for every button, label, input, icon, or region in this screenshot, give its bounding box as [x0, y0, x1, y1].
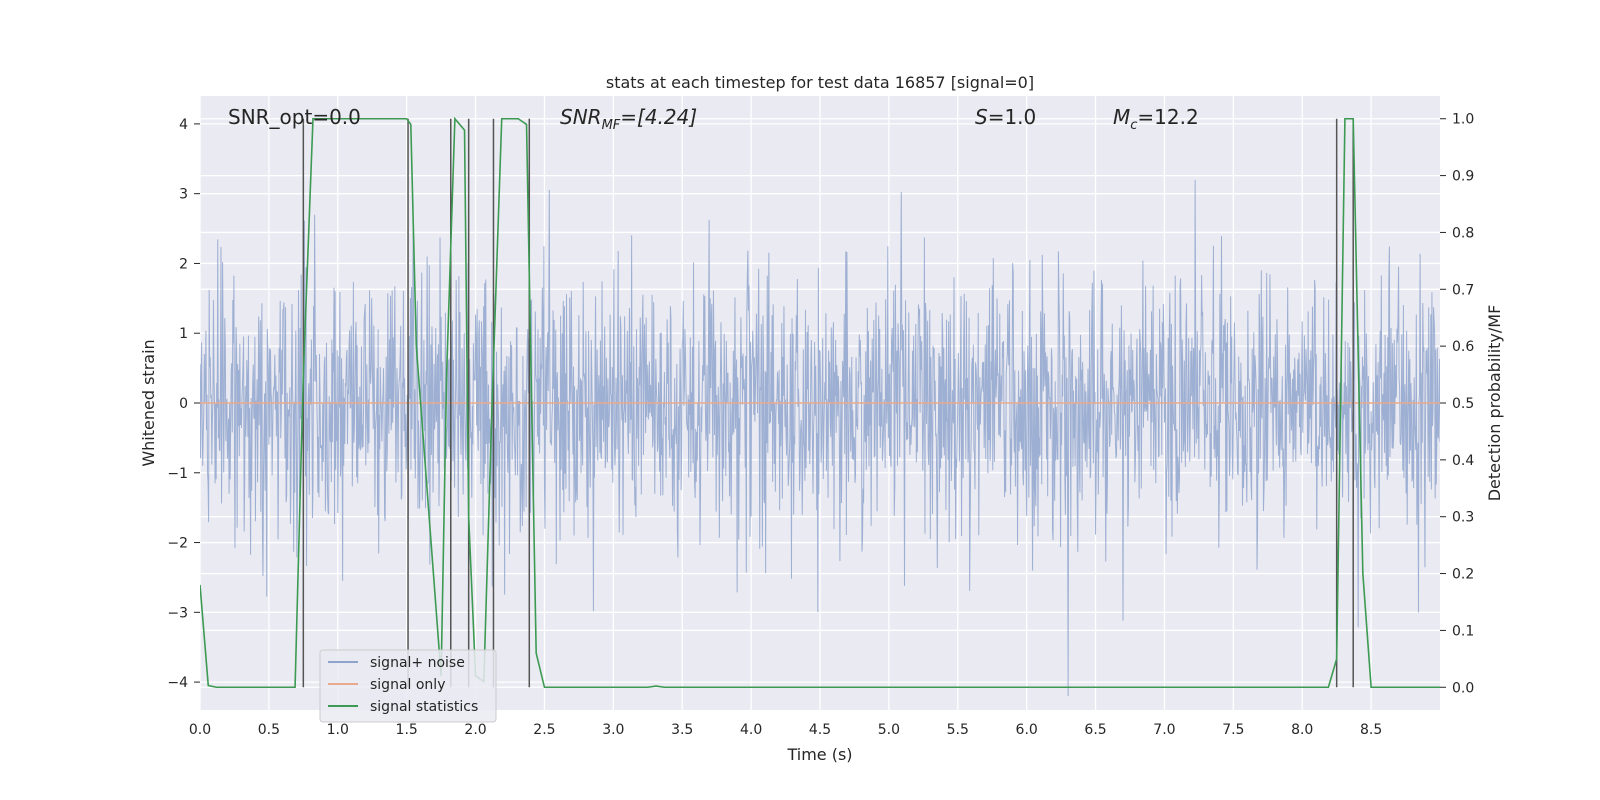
y-left-tick-label: 4: [179, 117, 188, 133]
y-right-tick-label: 0.4: [1452, 453, 1474, 469]
legend-label-signal-only: signal only: [370, 677, 445, 693]
x-tick-label: 0.0: [189, 722, 211, 738]
y-right-tick-label: 0.8: [1452, 225, 1474, 241]
legend-label-signal-noise: signal+ noise: [370, 655, 465, 671]
x-tick-label: 8.5: [1360, 722, 1382, 738]
y-left-tick-label: −2: [167, 536, 188, 552]
x-tick-label: 6.0: [1016, 722, 1038, 738]
annotation-mc-sub: c: [1130, 118, 1137, 133]
x-tick-label: 1.0: [327, 722, 349, 738]
y-left-tick-label: −3: [167, 605, 188, 621]
x-axis-ticks: 0.0 0.5 1.0 1.5 2.0 2.5 3.0 3.5 4.0 4.5 5.0 5.5 6.0 6…: [189, 722, 1382, 738]
annotation-snr-mf-main: SNR: [560, 105, 602, 129]
x-tick-label: 0.5: [258, 722, 280, 738]
series-signal-statistics: [200, 116, 1440, 689]
annotation-snr-mf-sub: MF: [602, 118, 621, 133]
x-tick-label: 2.0: [464, 722, 486, 738]
legend-label-signal-statistics: signal statistics: [370, 699, 478, 715]
annotation-mc: Mc=12.2: [1113, 105, 1199, 133]
y-axis-left-ticks: −4 −3 −2 −1 0 1 2 3 4: [167, 117, 200, 691]
annotation-s: S=1.0: [975, 105, 1036, 129]
series-layer: [200, 116, 1440, 697]
legend-box: [319, 649, 497, 723]
x-tick-label: 3.0: [602, 722, 624, 738]
x-tick-label: 5.0: [878, 722, 900, 738]
y-right-tick-label: 0.0: [1452, 680, 1474, 696]
annotation-mc-value: =12.2: [1137, 105, 1198, 129]
annotation-s-value: =1.0: [988, 105, 1037, 129]
chart-title: stats at each timestep for test data 168…: [606, 73, 1034, 92]
x-tick-label: 2.5: [533, 722, 555, 738]
annotation-snr-mf-value: =[4.24]: [620, 105, 697, 129]
x-tick-label: 8.0: [1291, 722, 1313, 738]
y-right-tick-label: 0.5: [1452, 396, 1474, 412]
y-left-tick-label: 0: [179, 396, 188, 412]
annotation-s-main: S: [975, 105, 988, 129]
series-signal-noise: [200, 180, 1440, 697]
x-tick-label: 4.0: [740, 722, 762, 738]
x-axis-label: Time (s): [786, 745, 852, 764]
annotation-snr-opt: SNR_opt=0.0: [228, 105, 361, 129]
y-right-tick-label: 0.9: [1452, 169, 1474, 185]
x-tick-label: 7.0: [1153, 722, 1175, 738]
y-right-tick-label: 1.0: [1452, 112, 1474, 128]
y-left-tick-label: 2: [179, 256, 188, 272]
y-right-tick-label: 0.3: [1452, 510, 1474, 526]
x-tick-label: 7.5: [1222, 722, 1244, 738]
y-axis-left-label: Whitened strain: [139, 339, 158, 466]
x-tick-label: 5.5: [947, 722, 969, 738]
y-right-tick-label: 0.1: [1452, 623, 1474, 639]
x-tick-label: 1.5: [396, 722, 418, 738]
y-right-tick-label: 0.6: [1452, 339, 1474, 355]
y-axis-right-ticks: 0.0 0.1 0.2 0.3 0.4 0.5 0.6 0.7 0.8 0.9 1.0: [1440, 112, 1474, 696]
y-right-tick-label: 0.7: [1452, 282, 1474, 298]
legend: signal+ noise signal only signal statist…: [319, 649, 497, 723]
y-right-tick-label: 0.2: [1452, 567, 1474, 583]
y-left-tick-label: −1: [167, 466, 188, 482]
y-left-tick-label: 3: [179, 187, 188, 203]
x-tick-label: 6.5: [1084, 722, 1106, 738]
y-left-tick-label: −4: [167, 675, 188, 691]
x-tick-label: 3.5: [671, 722, 693, 738]
annotation-snr-mf: SNRMF=[4.24]: [560, 105, 697, 133]
x-tick-label: 4.5: [809, 722, 831, 738]
annotation-mc-main: M: [1113, 105, 1130, 129]
y-left-tick-label: 1: [179, 326, 188, 342]
y-axis-right-label: Detection probability/MF: [1485, 305, 1504, 502]
